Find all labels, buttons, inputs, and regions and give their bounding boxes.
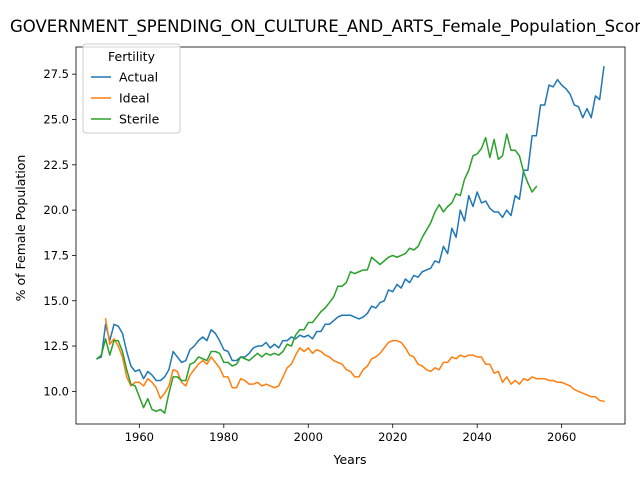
x-tick-label: 2040 <box>463 430 492 444</box>
x-tick-label: 2000 <box>294 430 323 444</box>
legend: Fertility Actual Ideal Sterile <box>82 43 181 134</box>
y-tick-label: 12.5 <box>43 339 69 353</box>
plot-frame <box>75 46 626 425</box>
x-tick-label: 1960 <box>125 430 154 444</box>
y-tick-label: 17.5 <box>43 248 69 262</box>
x-tick-label: 2020 <box>378 430 407 444</box>
axes: 1960 1980 2000 2020 2040 2060 10.0 12.5 15.0 17.5… <box>43 46 626 444</box>
legend-label-ideal: Ideal <box>119 91 149 106</box>
series-line-sterile <box>96 133 538 414</box>
y-tick-label: 15.0 <box>43 294 69 308</box>
y-tick-label: 27.5 <box>43 67 69 81</box>
chart-title: GOVERNMENT_SPENDING_ON_CULTURE_AND_ARTS_… <box>10 17 640 37</box>
y-tick-label: 22.5 <box>43 158 69 172</box>
series-line-actual <box>96 66 605 382</box>
y-tick-label: 20.0 <box>43 203 69 217</box>
y-tick-label: 10.0 <box>43 384 69 398</box>
y-axis-label: % of Female Population <box>13 155 28 302</box>
legend-title: Fertility <box>108 49 156 64</box>
legend-box <box>82 43 181 134</box>
legend-label-actual: Actual <box>119 70 158 85</box>
series-line-ideal <box>104 318 605 403</box>
plot-area <box>96 66 605 414</box>
legend-label-sterile: Sterile <box>119 112 160 127</box>
x-tick-label: 1980 <box>209 430 238 444</box>
x-axis-label: Years <box>333 452 367 467</box>
x-tick-label: 2060 <box>547 430 576 444</box>
y-tick-label: 25.0 <box>43 113 69 127</box>
